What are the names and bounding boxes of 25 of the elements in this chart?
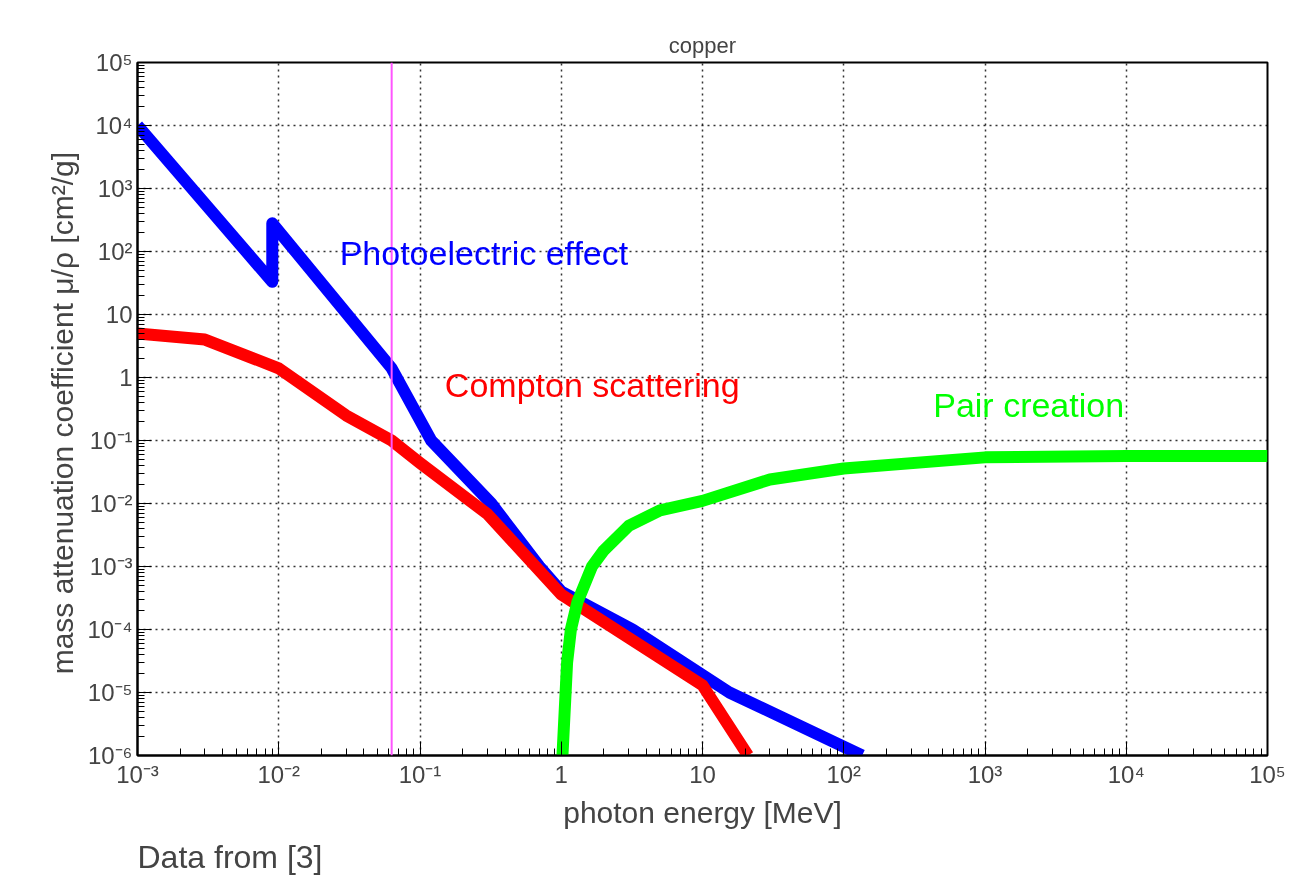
y-tick-label: 10⁻¹: [89, 427, 133, 454]
x-tick-label: 10⁻²: [257, 760, 301, 788]
x-axis-title: photon energy [MeV]: [563, 795, 842, 829]
y-tick-label: 10⁵: [95, 49, 133, 76]
x-tick-label: 1: [554, 760, 568, 788]
series-label: Compton scattering: [444, 366, 740, 405]
x-tick-label: 10⁻¹: [398, 760, 442, 788]
y-tick-label: 10⁻³: [89, 553, 133, 580]
x-tick-label: 10³: [967, 760, 1003, 788]
series-label: Pair creation: [933, 386, 1125, 425]
text: Data from [3]: [137, 838, 323, 875]
x-tick-label: 10⁴: [1107, 760, 1145, 788]
y-tick-label: 10⁻²: [89, 490, 133, 517]
y-tick-label: 1: [119, 364, 133, 391]
y-tick-label: 10: [105, 301, 133, 328]
y-tick-label: 10⁻⁴: [87, 616, 133, 643]
y-tick-label: 10⁻⁵: [87, 679, 133, 706]
chart-title: copper: [668, 32, 737, 58]
y-axis-title: mass attenuation coefficient μ/ρ [cm²/g]: [46, 151, 80, 675]
x-tick-label: 10: [689, 760, 716, 788]
x-tick-label: 10²: [826, 760, 862, 788]
x-tick-label: 10⁵: [1249, 760, 1286, 788]
y-tick-label: 10²: [97, 238, 133, 265]
y-tick-label: 10³: [97, 175, 133, 202]
y-tick-label: 10⁴: [95, 112, 133, 139]
